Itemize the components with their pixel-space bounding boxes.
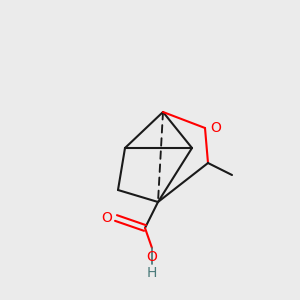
Text: O: O: [101, 211, 112, 225]
Text: O: O: [210, 121, 221, 135]
Text: O: O: [147, 250, 158, 264]
Text: H: H: [147, 266, 157, 280]
